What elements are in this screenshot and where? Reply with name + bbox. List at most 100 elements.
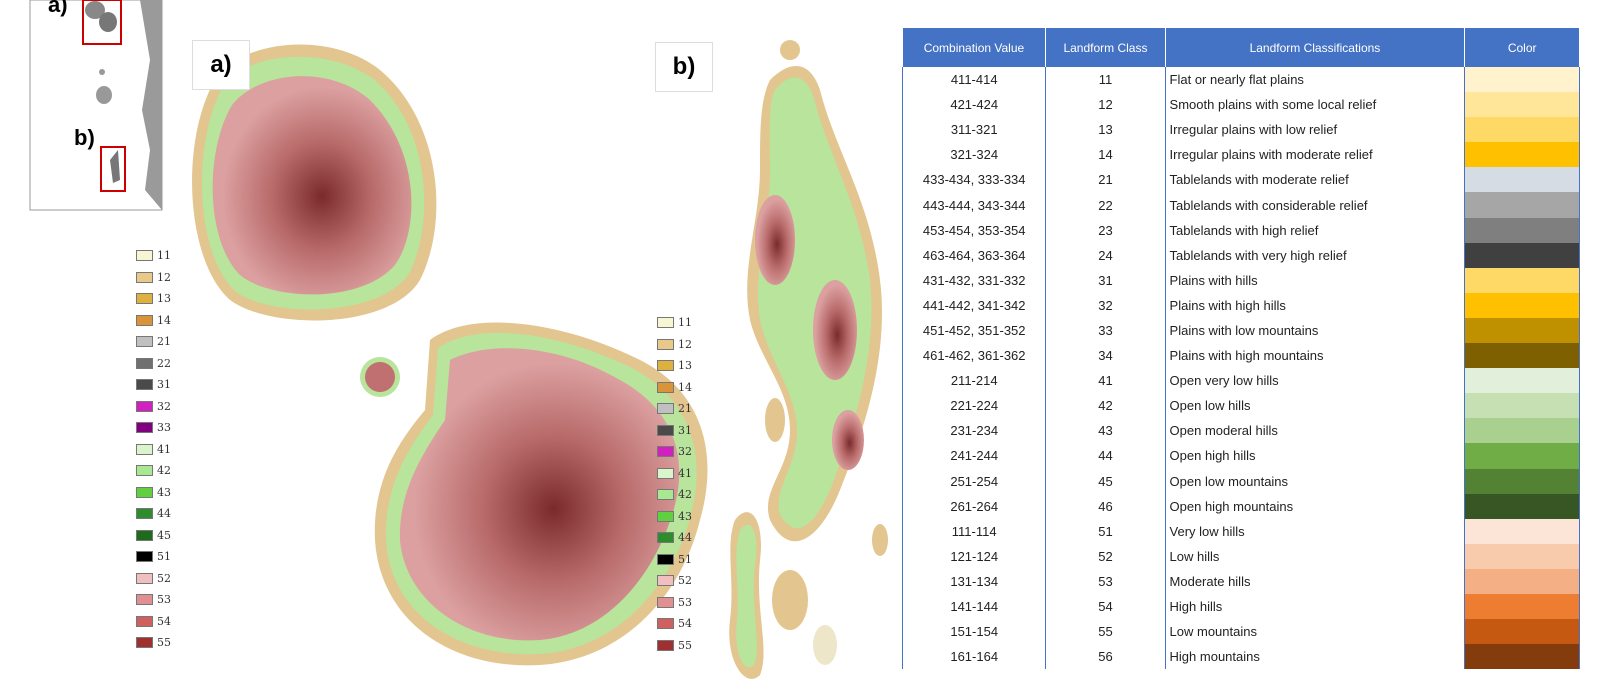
- color-swatch: [1464, 192, 1580, 218]
- legend-swatch: [657, 403, 674, 415]
- table-row: 111-114 51 Very low hills: [901, 518, 1580, 544]
- legend-label: 45: [157, 528, 171, 542]
- classification: Low hills: [1164, 543, 1466, 569]
- legend-swatch: [657, 338, 674, 350]
- classification: High mountains: [1164, 644, 1466, 670]
- landform-table: Combination Value Landform Class Landform …: [901, 28, 1580, 670]
- landform-class: 12: [1045, 92, 1166, 118]
- combination-value: 231-234: [901, 418, 1047, 444]
- legend-swatch: [136, 443, 153, 455]
- combination-value: 451-452, 351-352: [901, 317, 1047, 344]
- classification: Open low hills: [1164, 393, 1466, 419]
- table-row: 151-154 55 Low mountains: [901, 619, 1580, 645]
- classification: Plains with high hills: [1164, 292, 1466, 318]
- legend-item: 42: [136, 460, 171, 482]
- legend-label: 53: [678, 595, 692, 609]
- combination-value: 443-444, 343-344: [901, 192, 1047, 218]
- legend-item: 42: [657, 484, 692, 506]
- legend-label: 12: [157, 270, 171, 284]
- classification: Open moderal hills: [1164, 418, 1466, 444]
- header-row: Combination Value Landform Class Landform …: [902, 28, 1580, 67]
- classification: Smooth plains with some local relief: [1164, 92, 1466, 118]
- landform-class: 41: [1045, 368, 1166, 394]
- legend-item: 12: [657, 334, 692, 356]
- landform-class: 14: [1045, 142, 1166, 168]
- classification: Plains with high mountains: [1164, 343, 1466, 369]
- table-row: 221-224 42 Open low hills: [901, 393, 1580, 419]
- combination-value: 421-424: [901, 92, 1047, 118]
- classification: Open very low hills: [1164, 368, 1466, 394]
- landform-class: 21: [1045, 167, 1166, 193]
- legend-swatch: [136, 314, 153, 326]
- table-row: 231-234 43 Open moderal hills: [901, 418, 1580, 444]
- classification: Low mountains: [1164, 619, 1466, 645]
- legend-swatch: [657, 575, 674, 587]
- legend-item: 54: [136, 611, 171, 633]
- combination-value: 453-454, 353-354: [901, 217, 1047, 243]
- classification: Moderate hills: [1164, 568, 1466, 594]
- legend-label: 41: [157, 442, 171, 456]
- legend-swatch: [657, 467, 674, 479]
- table-row: 241-244 44 Open high hills: [901, 443, 1580, 469]
- table-row: 441-442, 341-342 32 Plains with high hills: [901, 292, 1580, 318]
- color-swatch: [1464, 343, 1580, 369]
- legend-label: 43: [678, 509, 692, 523]
- legend-item: 44: [657, 527, 692, 549]
- table-row: 431-432, 331-332 31 Plains with hills: [901, 267, 1580, 293]
- legend-item: 51: [136, 546, 171, 568]
- legend-swatch: [136, 508, 153, 520]
- color-swatch: [1464, 67, 1580, 93]
- color-swatch: [1464, 92, 1580, 118]
- legend-label: 33: [157, 421, 171, 435]
- classification: Open high mountains: [1164, 493, 1466, 519]
- legend-item: 43: [657, 506, 692, 528]
- inset-label: b): [74, 125, 95, 150]
- legend-label: 52: [678, 574, 692, 588]
- color-swatch: [1464, 267, 1580, 293]
- legend-swatch: [657, 532, 674, 544]
- legend-item: 43: [136, 482, 171, 504]
- combination-value: 411-414: [901, 67, 1047, 93]
- legend-swatch: [136, 400, 153, 412]
- landform-class: 33: [1045, 317, 1166, 344]
- landform-class: 13: [1045, 117, 1166, 143]
- legend-swatch: [136, 293, 153, 305]
- legend-label: 14: [157, 313, 171, 327]
- table-row: 451-452, 351-352 33 Plains with low mounta…: [901, 317, 1580, 344]
- landform-class: 51: [1045, 518, 1166, 544]
- legend-swatch: [136, 379, 153, 391]
- legend-label: 55: [678, 638, 692, 652]
- maps: [29, 0, 888, 679]
- legend-swatch: [136, 637, 153, 649]
- landform-class: 11: [1045, 67, 1166, 93]
- classification: Open high hills: [1164, 443, 1466, 469]
- combination-value: 441-442, 341-342: [901, 292, 1047, 318]
- legend-item: 54: [657, 613, 692, 635]
- classification: High hills: [1164, 593, 1466, 620]
- color-swatch: [1464, 568, 1580, 594]
- legend-label: 32: [678, 445, 692, 459]
- legend-label: 11: [678, 316, 692, 330]
- color-swatch: [1464, 393, 1580, 419]
- color-swatch: [1464, 142, 1580, 168]
- legend-item: 11: [136, 245, 171, 267]
- classification: Plains with hills: [1164, 267, 1466, 293]
- legend-swatch: [136, 615, 153, 627]
- color-swatch: [1464, 418, 1580, 444]
- legend-label: 14: [678, 380, 692, 394]
- legend-swatch: [136, 336, 153, 348]
- inset-label: a): [48, 0, 68, 17]
- landform-class: 53: [1045, 568, 1166, 594]
- combination-value: 311-321: [901, 117, 1047, 143]
- map-b: [729, 40, 888, 679]
- column-header: Color: [1464, 28, 1580, 67]
- legend-swatch: [657, 489, 674, 501]
- legend-item: 52: [657, 570, 692, 592]
- combination-value: 151-154: [901, 619, 1047, 645]
- landform-class: 42: [1045, 393, 1166, 419]
- legend-item: 13: [657, 355, 692, 377]
- combination-value: 131-134: [901, 568, 1047, 594]
- combination-value: 261-264: [901, 493, 1047, 519]
- table-row: 311-321 13 Irregular plains with low relie…: [901, 117, 1580, 143]
